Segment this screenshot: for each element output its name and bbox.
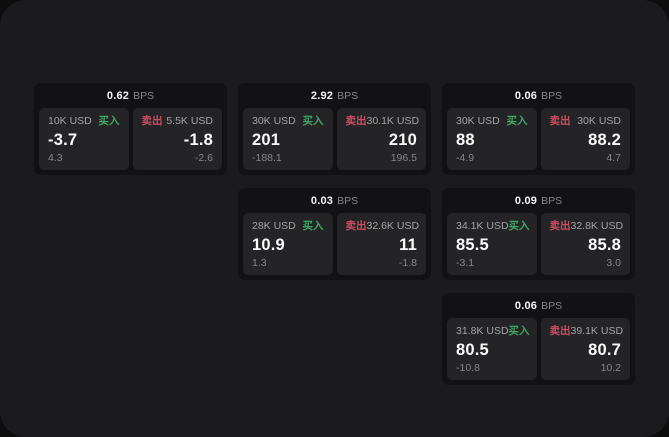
bps-unit-label: BPS (133, 89, 155, 102)
sell-panel[interactable]: 卖出 30K USD 88.2 4.7 (540, 108, 630, 170)
buy-panel[interactable]: 28K USD 买入 10.9 1.3 (243, 213, 333, 275)
buy-sub-value: -3.1 (456, 257, 475, 269)
bps-value: 0.62 (106, 89, 130, 102)
sell-label: 卖出 (345, 220, 367, 232)
sell-amount: 32.8K USD (570, 220, 624, 232)
bps-unit-label: BPS (541, 299, 563, 312)
sell-panel[interactable]: 卖出 5.5K USD -1.8 -2.6 (132, 108, 222, 170)
buy-amount: 30K USD (252, 115, 296, 127)
bps-header: 0.03 BPS (238, 188, 431, 211)
buy-amount: 28K USD (252, 220, 296, 232)
buy-panel[interactable]: 30K USD 买入 201 -188.1 (243, 108, 333, 170)
sell-sub-value: -1.8 (398, 257, 417, 269)
buy-label: 买入 (302, 220, 324, 232)
sell-main-value: 80.7 (588, 340, 621, 359)
buy-amount: 31.8K USD (456, 325, 509, 337)
buy-label: 买入 (98, 115, 120, 127)
buy-panel[interactable]: 31.8K USD 买入 80.5 -10.8 (447, 318, 537, 380)
sell-label: 卖出 (549, 220, 571, 232)
buy-main-value: 88 (456, 130, 475, 149)
sell-sub-value: 3.0 (606, 257, 621, 269)
sell-label: 卖出 (549, 115, 571, 127)
buy-sub-value: 4.3 (48, 152, 63, 164)
sell-amount: 32.6K USD (366, 220, 420, 232)
buy-label: 买入 (508, 220, 530, 232)
sell-panel[interactable]: 卖出 32.8K USD 85.8 3.0 (540, 213, 630, 275)
sell-sub-value: 196.5 (390, 152, 417, 164)
bps-header: 0.62 BPS (34, 83, 227, 106)
buy-main-value: 80.5 (456, 340, 489, 359)
bps-unit-label: BPS (541, 194, 563, 207)
sell-main-value: 11 (399, 235, 417, 254)
bps-unit-label: BPS (337, 194, 359, 207)
sell-label: 卖出 (549, 325, 571, 337)
sell-main-value: -1.8 (183, 130, 213, 149)
bps-unit-label: BPS (337, 89, 359, 102)
sell-label: 卖出 (141, 115, 163, 127)
quote-card: 0.03 BPS 28K USD 买入 10.9 1.3 卖出 32.6K US… (238, 188, 431, 280)
buy-main-value: 85.5 (456, 235, 489, 254)
buy-sub-value: -188.1 (252, 152, 282, 164)
buy-label: 买入 (302, 115, 324, 127)
bps-unit-label: BPS (541, 89, 563, 102)
buy-sub-value: -4.9 (456, 152, 475, 164)
bps-header: 2.92 BPS (238, 83, 431, 106)
sell-panel[interactable]: 卖出 30.1K USD 210 196.5 (336, 108, 426, 170)
sell-main-value: 210 (388, 130, 417, 149)
sell-amount: 30K USD (577, 115, 621, 127)
quote-card: 2.92 BPS 30K USD 买入 201 -188.1 卖出 30.1K … (238, 83, 431, 175)
buy-amount: 30K USD (456, 115, 500, 127)
sell-amount: 30.1K USD (366, 115, 420, 127)
quote-card: 0.62 BPS 10K USD 买入 -3.7 4.3 卖出 5.5K USD… (34, 83, 227, 175)
bps-header: 0.06 BPS (442, 293, 635, 316)
bps-value: 0.09 (514, 194, 538, 207)
sell-amount: 39.1K USD (570, 325, 624, 337)
buy-panel[interactable]: 30K USD 买入 88 -4.9 (447, 108, 537, 170)
bps-value: 0.03 (310, 194, 334, 207)
sell-main-value: 88.2 (588, 130, 621, 149)
bps-value: 0.06 (514, 89, 538, 102)
bps-header: 0.09 BPS (442, 188, 635, 211)
sell-sub-value: 4.7 (606, 152, 621, 164)
buy-panel[interactable]: 34.1K USD 买入 85.5 -3.1 (447, 213, 537, 275)
buy-sub-value: 1.3 (252, 257, 267, 269)
quote-card: 0.06 BPS 30K USD 买入 88 -4.9 卖出 30K USD 8… (442, 83, 635, 175)
bps-header: 0.06 BPS (442, 83, 635, 106)
quote-card: 0.09 BPS 34.1K USD 买入 85.5 -3.1 卖出 32.8K… (442, 188, 635, 280)
buy-sub-value: -10.8 (456, 362, 480, 374)
sell-sub-value: -2.6 (194, 152, 213, 164)
sell-amount: 5.5K USD (166, 115, 213, 127)
quote-card: 0.06 BPS 31.8K USD 买入 80.5 -10.8 卖出 39.1… (442, 293, 635, 385)
buy-amount: 34.1K USD (456, 220, 509, 232)
buy-label: 买入 (508, 325, 530, 337)
sell-main-value: 85.8 (588, 235, 621, 254)
buy-label: 买入 (506, 115, 528, 127)
bps-value: 0.06 (514, 299, 538, 312)
sell-sub-value: 10.2 (600, 362, 621, 374)
buy-amount: 10K USD (48, 115, 92, 127)
buy-panel[interactable]: 10K USD 买入 -3.7 4.3 (39, 108, 129, 170)
sell-panel[interactable]: 卖出 39.1K USD 80.7 10.2 (540, 318, 630, 380)
buy-main-value: 201 (252, 130, 281, 149)
bps-value: 2.92 (310, 89, 334, 102)
buy-main-value: 10.9 (252, 235, 285, 254)
sell-panel[interactable]: 卖出 32.6K USD 11 -1.8 (336, 213, 426, 275)
sell-label: 卖出 (345, 115, 367, 127)
buy-main-value: -3.7 (48, 130, 78, 149)
